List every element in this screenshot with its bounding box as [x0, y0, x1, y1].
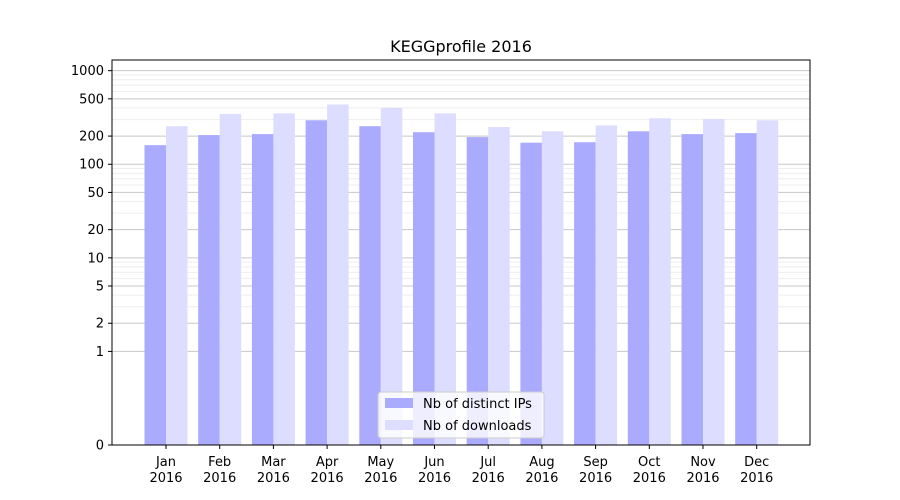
- bar-distinct-ips: [359, 126, 381, 445]
- bar-downloads: [327, 104, 349, 445]
- x-tick-label: Dec 2016: [740, 455, 773, 486]
- y-tick-label: 100: [79, 158, 104, 173]
- bar-downloads: [541, 131, 564, 445]
- bar-downloads: [703, 118, 725, 445]
- bar-downloads: [219, 113, 242, 446]
- y-tick-label: 1000: [71, 64, 104, 79]
- bar-downloads: [434, 113, 456, 446]
- x-tick-label: Jul 2016: [472, 455, 505, 486]
- bar-downloads: [166, 126, 188, 445]
- bar-downloads: [273, 113, 295, 446]
- legend: Nb of distinct IPs Nb of downloads: [377, 391, 545, 439]
- x-tick-label: Jan 2016: [149, 455, 182, 486]
- bar-distinct-ips: [251, 134, 274, 446]
- bars: [144, 104, 779, 446]
- bar-distinct-ips: [681, 134, 703, 446]
- bar-distinct-ips: [627, 131, 650, 445]
- legend-swatch-distinct-ips: [385, 398, 413, 408]
- bar-distinct-ips: [520, 142, 542, 445]
- bar-downloads: [595, 125, 618, 445]
- y-tick-label: 500: [79, 92, 104, 107]
- y-tick-label: 2: [96, 317, 104, 332]
- y-tick-label: 10: [87, 251, 104, 266]
- bar-distinct-ips: [574, 142, 596, 445]
- x-tick-label: Mar 2016: [257, 455, 290, 486]
- y-tick-label: 200: [79, 130, 104, 145]
- legend-label-downloads: Nb of downloads: [423, 419, 532, 434]
- x-tick-label: Sep 2016: [579, 455, 612, 486]
- bar-distinct-ips: [144, 145, 166, 445]
- x-tick-label: May 2016: [364, 455, 397, 486]
- x-tick-label: Feb 2016: [203, 455, 236, 486]
- bar-distinct-ips: [305, 120, 328, 445]
- x-tick-label: Oct 2016: [633, 455, 666, 486]
- x-tick-label: Apr 2016: [311, 455, 344, 486]
- bar-downloads: [380, 107, 403, 446]
- x-tick-label: Jun 2016: [418, 455, 451, 486]
- legend-box: [377, 391, 545, 439]
- bar-downloads: [649, 118, 671, 445]
- y-tick-label: 0: [96, 439, 104, 454]
- bar-distinct-ips: [413, 132, 435, 445]
- y-tick-label: 20: [87, 223, 104, 238]
- x-axis-ticks: Jan 2016 Feb 2016 Mar 2016 Apr 2016 May 2016 Jun 20…: [149, 445, 773, 486]
- legend-swatch-downloads: [385, 420, 413, 430]
- bar-distinct-ips: [735, 133, 757, 446]
- y-tick-label: 5: [96, 280, 104, 295]
- plot-frame: [111, 59, 811, 446]
- bar-distinct-ips: [466, 137, 489, 445]
- y-tick-label: 1: [96, 345, 104, 360]
- y-tick-label: 50: [87, 186, 104, 201]
- x-tick-label: Nov 2016: [686, 455, 719, 486]
- legend-label-distinct-ips: Nb of distinct IPs: [423, 397, 532, 412]
- bar-downloads: [756, 120, 779, 445]
- x-tick-label: Aug 2016: [525, 455, 558, 486]
- chart-title: KEGGprofile 2016: [390, 37, 532, 56]
- bar-downloads: [488, 127, 510, 445]
- y-axis-ticks: 0 1 2 5 10 20 50 100 200 500 1000: [71, 64, 112, 454]
- bar-distinct-ips: [198, 135, 220, 445]
